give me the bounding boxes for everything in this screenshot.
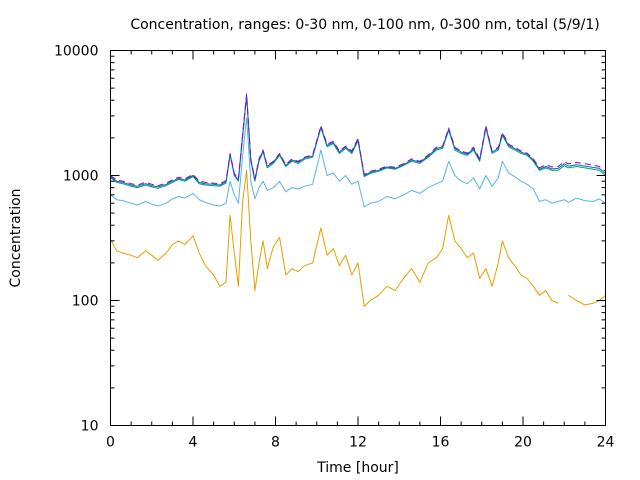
x-tick-label: 24 <box>597 435 615 451</box>
axis-layer: 0 4 8 12 16 20 24 10 100 1000 10000 <box>54 44 615 451</box>
plot-frame <box>110 50 606 426</box>
y-tick-label: 10 <box>81 419 99 435</box>
y-axis-label: Concentration <box>8 188 24 287</box>
series-line-2 <box>110 117 606 208</box>
x-tick-label: 0 <box>106 435 115 451</box>
series-line-1 <box>110 169 606 307</box>
x-tick-label: 4 <box>189 435 198 451</box>
chart-title: Concentration, ranges: 0-30 nm, 0-100 nm… <box>130 17 599 33</box>
series-layer <box>110 93 606 307</box>
x-tick-label: 12 <box>349 435 367 451</box>
y-tick-label: 10000 <box>54 44 99 60</box>
series-line-3 <box>110 95 606 189</box>
series-line-4 <box>110 94 606 188</box>
y-tick-label: 100 <box>72 294 99 310</box>
x-tick-label: 8 <box>271 435 280 451</box>
y-tick-label: 1000 <box>63 169 99 185</box>
x-tick-label: 16 <box>432 435 450 451</box>
series-line-5 <box>110 93 606 187</box>
x-tick-label: 20 <box>514 435 532 451</box>
x-axis-label: Time [hour] <box>316 460 399 476</box>
